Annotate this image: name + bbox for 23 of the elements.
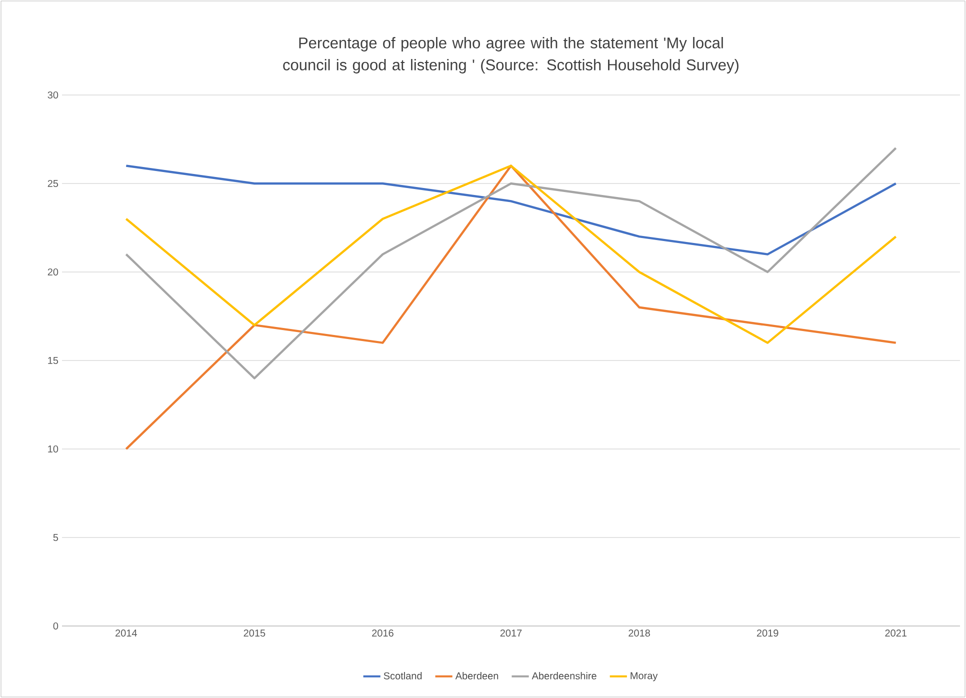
y-tick-label: 5 [53, 534, 58, 541]
y-tick-label: 15 [48, 356, 58, 364]
x-tick-label: 2019 [756, 630, 778, 637]
x-tick-label: 2015 [244, 630, 266, 637]
x-tick-label: 2021 [885, 630, 906, 637]
x-tick-label: 2016 [372, 630, 394, 637]
y-tick-label: 0 [53, 622, 58, 630]
legend-label: Moray [630, 672, 658, 682]
x-tick-label: 2017 [500, 630, 522, 637]
y-tick-label: 20 [48, 268, 58, 276]
line-series [125, 146, 897, 380]
x-tick-label: 2018 [628, 630, 650, 637]
line-series [125, 164, 897, 450]
x-tick-label: 2014 [116, 630, 137, 637]
line-series [125, 164, 897, 256]
line-series [125, 164, 897, 344]
y-tick-label: 10 [48, 445, 58, 453]
legend-label: Aberdeen [455, 672, 498, 680]
legend-label: Scotland [384, 672, 422, 680]
chart-title: Percentage of people who agree with the statement 'My local council is good at listening ' (Source: Scottish Household Survey) [283, 37, 738, 74]
legend-label: Aberdeenshire [532, 672, 596, 680]
y-tick-label: 25 [48, 180, 58, 188]
y-tick-label: 30 [48, 91, 58, 99]
